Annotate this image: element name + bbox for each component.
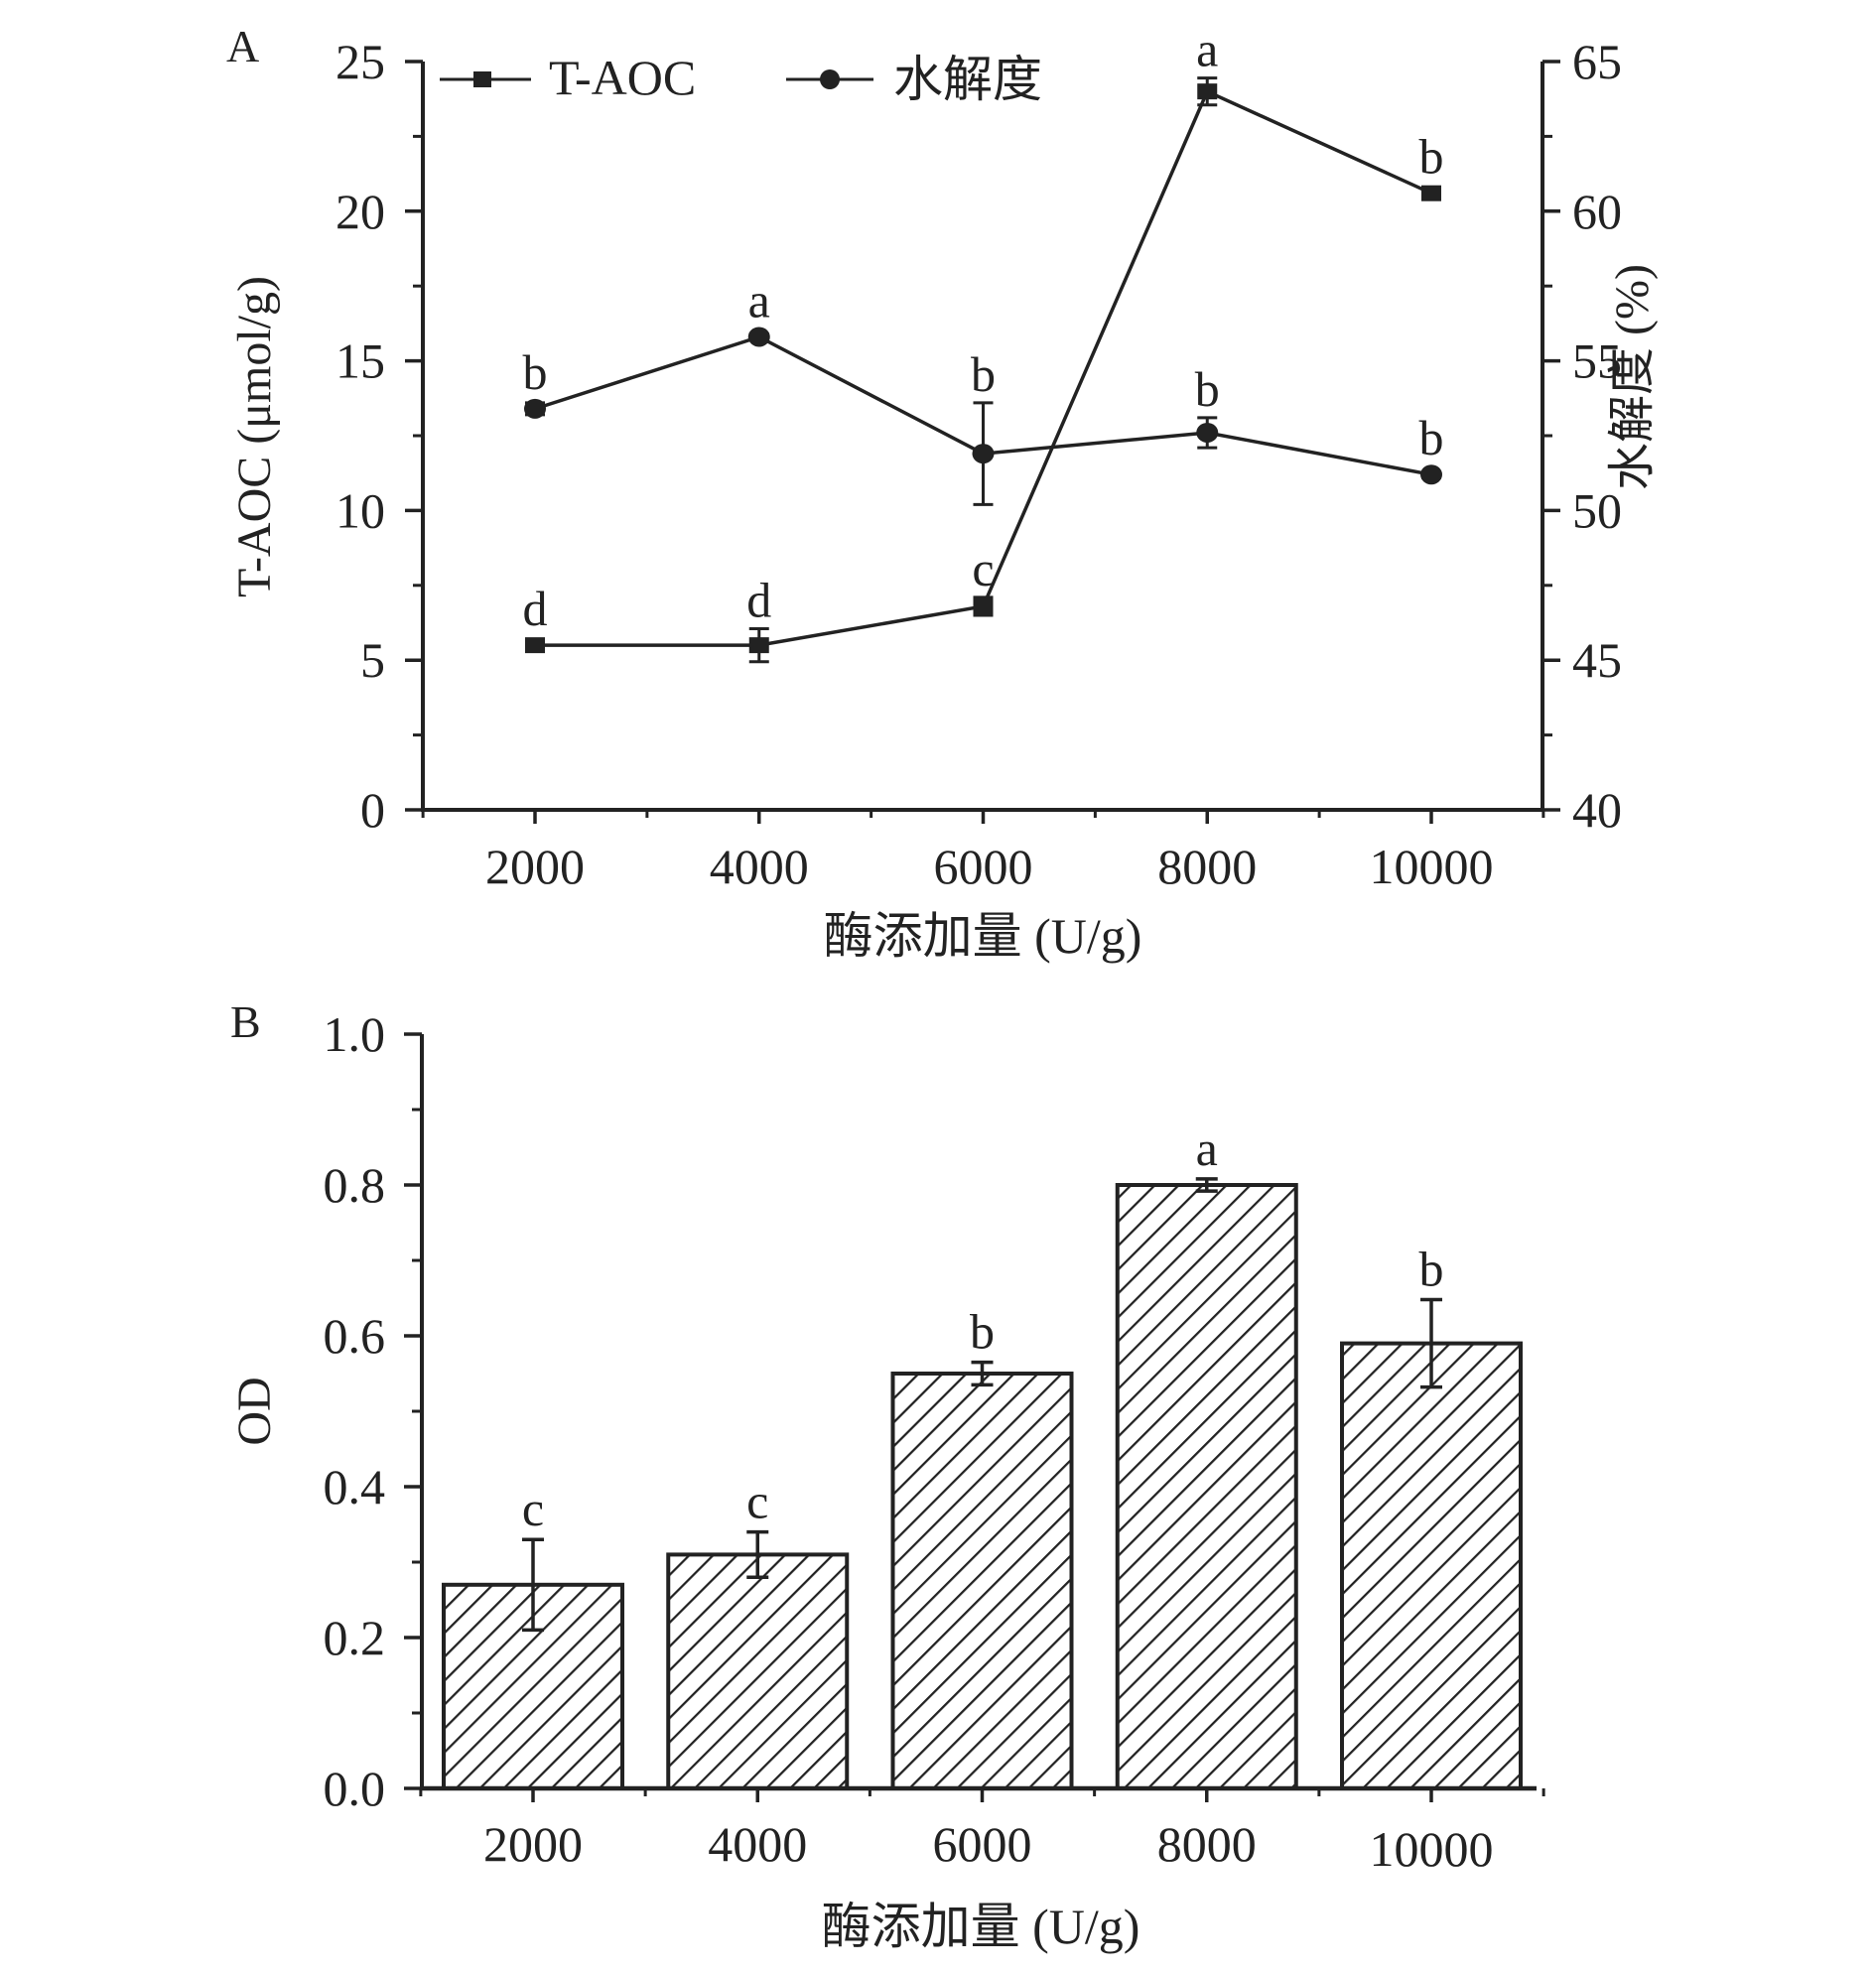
panel-a: A 0 5 10 15 20 25 40 45 50 55 60 65 2000 4000 6000 80… <box>226 21 1659 964</box>
x-axis-title-a: 酶添加量 (U/g) <box>824 908 1142 964</box>
data-point-taoc <box>1421 185 1441 201</box>
y-tick-label-a: 10 <box>335 482 385 538</box>
significance-label: b <box>1195 361 1220 417</box>
y2-tick-label-a: 50 <box>1572 482 1622 538</box>
x-tick-label-b: 6000 <box>933 1816 1032 1872</box>
bar <box>1115 1183 1298 1790</box>
axes-a <box>405 60 1560 824</box>
significance-label: b <box>1419 410 1444 465</box>
y-tick-labels-a: 0 5 10 15 20 25 <box>335 34 385 838</box>
x-axis-title-b: 酶添加量 (U/g) <box>822 1899 1140 1954</box>
y-tick-label-a: 25 <box>335 34 385 89</box>
significance-label: c <box>522 1481 544 1536</box>
significance-label: c <box>746 1474 768 1529</box>
significance-label: d <box>523 581 548 636</box>
bars-b: c c b a b <box>442 1120 1523 1791</box>
legend-label-hydrolysis: 水解度 <box>893 52 1042 107</box>
bar <box>666 1552 850 1791</box>
data-point-hydrolysis <box>747 327 770 347</box>
y2-tick-label-a: 65 <box>1572 34 1622 89</box>
y2-axis-title-a: 水解度 (%) <box>1606 264 1659 490</box>
x-tick-label-a: 8000 <box>1157 839 1257 894</box>
y2-tick-label-a: 55 <box>1572 333 1622 389</box>
x-tick-label-b: 10000 <box>1370 1821 1494 1877</box>
data-point-hydrolysis <box>524 398 546 419</box>
panel-b: B c c b a b 0.0 0.2 0.4 0.6 0.8 1.0 2000 4000 6000 8… <box>228 996 1545 1954</box>
y2-tick-label-a: 60 <box>1572 184 1622 239</box>
y-tick-label-b: 0.0 <box>324 1761 386 1816</box>
legend-label-taoc: T-AOC <box>549 50 696 105</box>
significance-label: d <box>746 573 771 628</box>
significance-label: b <box>970 1304 995 1360</box>
data-point-taoc <box>973 597 994 614</box>
significance-label: a <box>1196 1120 1218 1176</box>
y-tick-label-a: 5 <box>360 632 385 688</box>
bar <box>1340 1341 1523 1790</box>
y-axis-title-a: T-AOC (μmol/g) <box>228 276 281 597</box>
y-tick-label-b: 0.2 <box>324 1610 386 1665</box>
y-tick-label-b: 0.8 <box>324 1157 386 1213</box>
data-point-taoc <box>748 637 769 654</box>
data-point-hydrolysis <box>972 444 995 464</box>
significance-label: b <box>1419 129 1444 185</box>
data-point-hydrolysis <box>1196 422 1219 443</box>
significance-label: a <box>748 272 770 328</box>
series-a: d d c a b b a b b b <box>523 22 1444 664</box>
y-tick-label-b: 1.0 <box>324 1006 386 1062</box>
legend-marker-square <box>473 71 491 87</box>
y-tick-label-a: 15 <box>335 333 385 389</box>
legend-marker-circle <box>820 69 840 89</box>
x-tick-labels-a: 2000 4000 6000 8000 10000 <box>485 839 1494 894</box>
x-tick-label-a: 4000 <box>710 839 809 894</box>
data-point-taoc <box>1197 83 1218 100</box>
data-point-taoc <box>525 637 545 654</box>
significance-label: a <box>1196 22 1218 77</box>
panel-label-a: A <box>226 21 259 71</box>
y-tick-label-b: 0.4 <box>324 1459 386 1514</box>
panel-label-b: B <box>230 996 261 1047</box>
y2-tick-label-a: 40 <box>1572 782 1622 838</box>
y-tick-label-b: 0.6 <box>324 1308 386 1364</box>
x-tick-label-b: 8000 <box>1157 1816 1257 1872</box>
legend: T-AOC 水解度 <box>440 50 1042 107</box>
axes-b <box>404 1032 1545 1802</box>
data-point-hydrolysis <box>1420 464 1442 485</box>
x-tick-label-b: 2000 <box>483 1816 583 1872</box>
x-tick-label-a: 10000 <box>1370 839 1494 894</box>
significance-label: c <box>972 541 994 596</box>
significance-label: b <box>523 344 548 400</box>
y-tick-label-a: 20 <box>335 184 385 239</box>
significance-label: b <box>971 346 996 402</box>
y-axis-title-b: OD <box>228 1377 281 1445</box>
x-tick-label-a: 6000 <box>934 839 1033 894</box>
significance-label: b <box>1419 1242 1444 1297</box>
x-tick-labels-b: 2000 4000 6000 8000 10000 <box>483 1816 1494 1877</box>
x-tick-label-a: 2000 <box>485 839 585 894</box>
y2-tick-label-a: 45 <box>1572 632 1622 688</box>
y-tick-label-a: 0 <box>360 782 385 838</box>
bar <box>890 1372 1074 1790</box>
y-tick-labels-b: 0.0 0.2 0.4 0.6 0.8 1.0 <box>324 1006 386 1816</box>
x-tick-label-b: 4000 <box>708 1816 807 1872</box>
y2-tick-labels-a: 40 45 50 55 60 65 <box>1572 34 1622 838</box>
